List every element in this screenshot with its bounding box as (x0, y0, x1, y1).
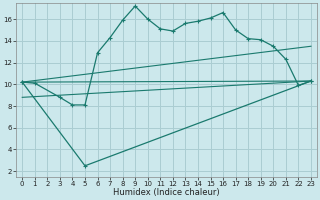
X-axis label: Humidex (Indice chaleur): Humidex (Indice chaleur) (113, 188, 220, 197)
